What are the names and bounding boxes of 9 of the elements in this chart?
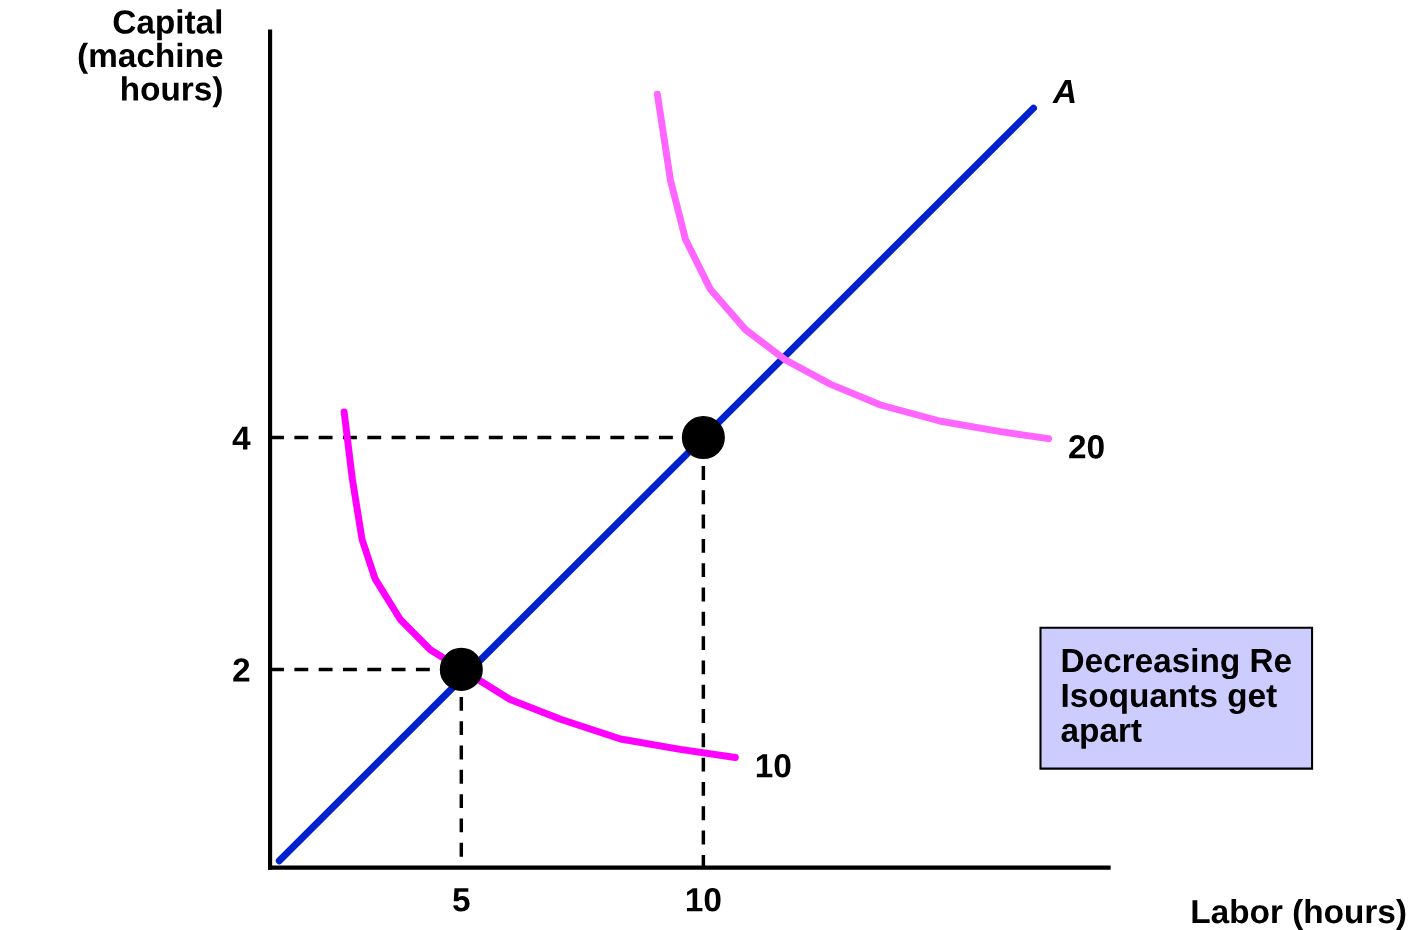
annotation: Decreasing Re Isoquants get apart [1061,647,1291,749]
series-label: 20 [1069,435,1104,459]
y-tick-label: 2 [233,658,250,682]
series-label: 10 [756,753,791,778]
y-axis-title: Capital (machine hours) [78,9,223,108]
x-axis-title: Labor (hours) [1192,898,1406,930]
x-tick-label: 5 [453,888,470,912]
y-tick-label: 4 [232,426,251,450]
series-label: A [1052,79,1075,103]
